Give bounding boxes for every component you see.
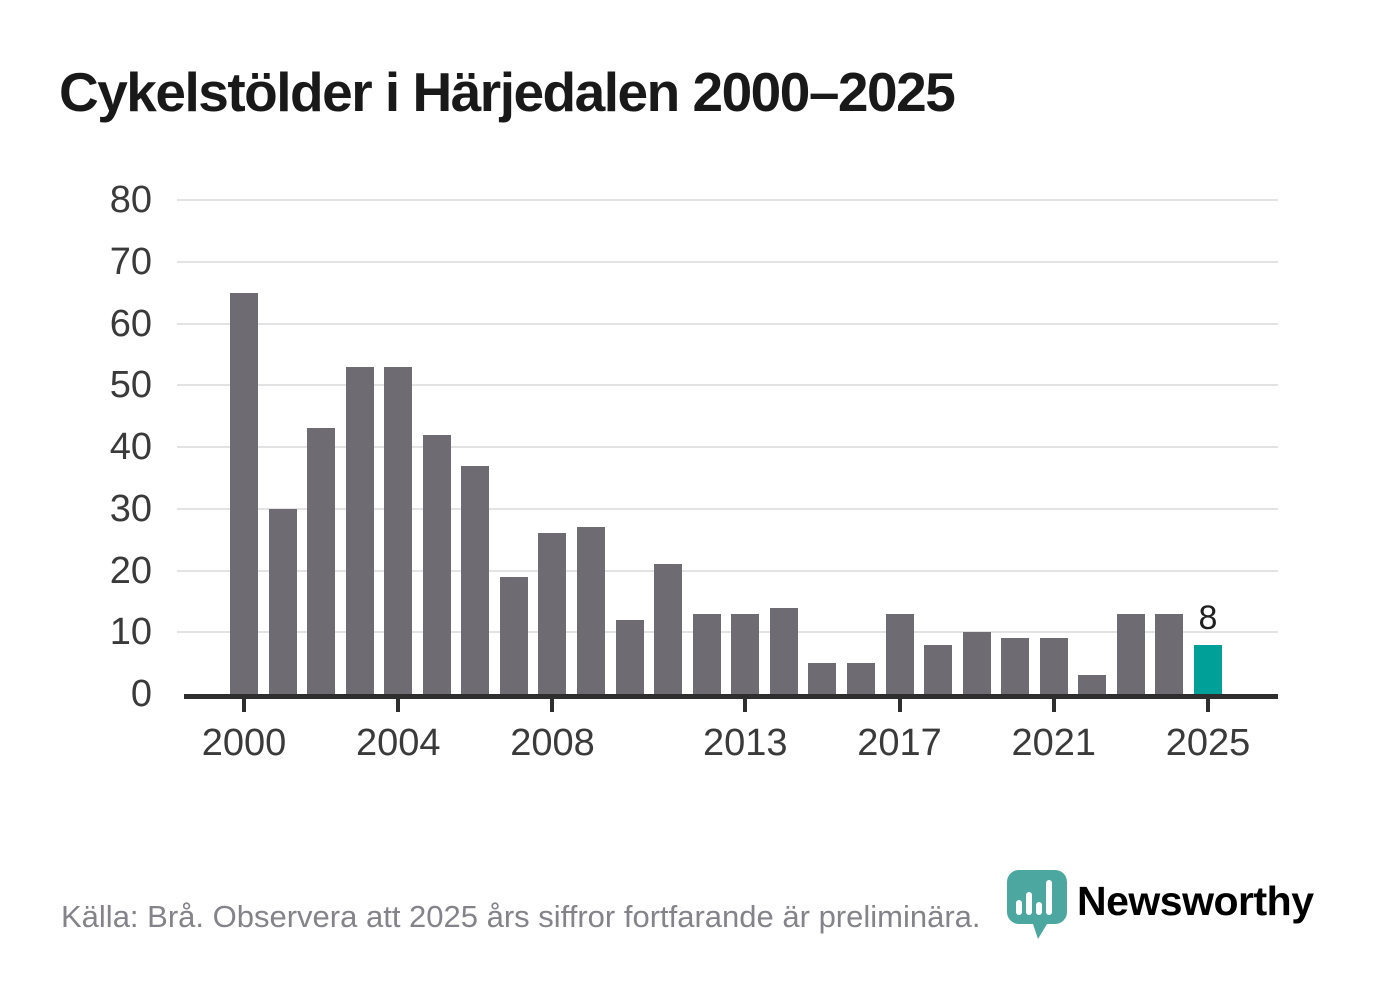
- highlight-value-label: 8: [1198, 598, 1218, 637]
- bar-2007: [499, 576, 528, 694]
- bar-2023: [1116, 613, 1145, 694]
- bar-2020: [1001, 638, 1030, 694]
- x-tick-2025: [1206, 699, 1210, 712]
- bar-2005: [422, 434, 451, 694]
- bar-2015: [808, 663, 837, 694]
- bar-2003: [345, 366, 374, 694]
- x-tick-label-2004: 2004: [355, 722, 441, 764]
- x-tick-2021: [1051, 699, 1056, 712]
- gridline-70: [177, 260, 1278, 263]
- gridline-30: [177, 507, 1278, 510]
- bar-2010: [615, 619, 644, 694]
- chart-speech-bubble-icon: [1007, 870, 1067, 945]
- gridline-60: [177, 322, 1278, 325]
- gridline-40: [177, 446, 1278, 448]
- bar-2016: [846, 663, 875, 694]
- x-axis-line: [184, 694, 1278, 699]
- x-tick-label-2000: 2000: [201, 722, 287, 764]
- bar-2011: [654, 564, 683, 694]
- x-tick-label-2025: 2025: [1165, 722, 1251, 764]
- y-tick-label-10: 10: [109, 611, 152, 654]
- bar-2021: [1039, 638, 1068, 694]
- newsworthy-logo: Newsworthy: [1007, 870, 1314, 945]
- bar-2017: [885, 613, 914, 694]
- newsworthy-logo-text: Newsworthy: [1077, 878, 1314, 924]
- bar-2018: [924, 644, 953, 694]
- source-note: Källa: Brå. Observera att 2025 års siffr…: [61, 899, 981, 934]
- bar-2013: [731, 613, 760, 694]
- bar-2000: [230, 292, 258, 694]
- x-tick-2017: [897, 699, 902, 712]
- bar-2012: [692, 613, 721, 694]
- x-tick-label-2013: 2013: [702, 722, 788, 764]
- y-tick-label-0: 0: [130, 673, 152, 715]
- bar-2025: [1194, 644, 1222, 694]
- y-tick-label-20: 20: [109, 549, 152, 592]
- x-tick-label-2008: 2008: [510, 722, 595, 764]
- x-tick-2000: [242, 699, 246, 712]
- x-tick-label-2021: 2021: [1011, 722, 1097, 764]
- bar-2019: [962, 632, 991, 694]
- bar-2024: [1155, 613, 1184, 694]
- x-tick-2013: [743, 699, 748, 712]
- bar-2009: [577, 527, 606, 694]
- bar-2014: [769, 607, 798, 694]
- bar-2002: [307, 428, 336, 694]
- y-tick-label-70: 70: [109, 240, 152, 283]
- page-title: Cykelstölder i Härjedalen 2000–2025: [59, 61, 956, 123]
- gridline-10: [177, 631, 1278, 634]
- bar-2008: [538, 533, 567, 694]
- y-tick-label-60: 60: [109, 302, 152, 345]
- x-tick-2004: [396, 699, 401, 712]
- gridline-80: [177, 199, 1278, 201]
- gridline-50: [177, 384, 1278, 387]
- y-tick-label-40: 40: [109, 426, 152, 468]
- y-tick-label-30: 30: [109, 487, 152, 530]
- bar-2001: [268, 508, 297, 694]
- bar-2022: [1078, 675, 1107, 694]
- y-tick-label-80: 80: [109, 179, 152, 221]
- gridline-20: [177, 569, 1278, 572]
- bar-2006: [461, 465, 490, 694]
- x-tick-2008: [550, 699, 555, 712]
- y-tick-label-50: 50: [109, 364, 152, 407]
- x-tick-label-2017: 2017: [857, 722, 942, 764]
- bar-2004: [384, 366, 413, 694]
